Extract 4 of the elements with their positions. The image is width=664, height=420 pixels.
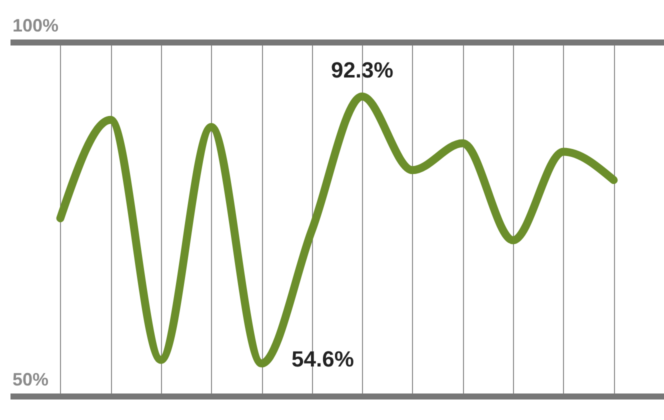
data-label: 54.6%	[292, 346, 354, 372]
y-tick-label: 50%	[12, 370, 49, 390]
y-tick-label: 100%	[12, 16, 59, 36]
data-label: 92.3%	[330, 58, 394, 83]
